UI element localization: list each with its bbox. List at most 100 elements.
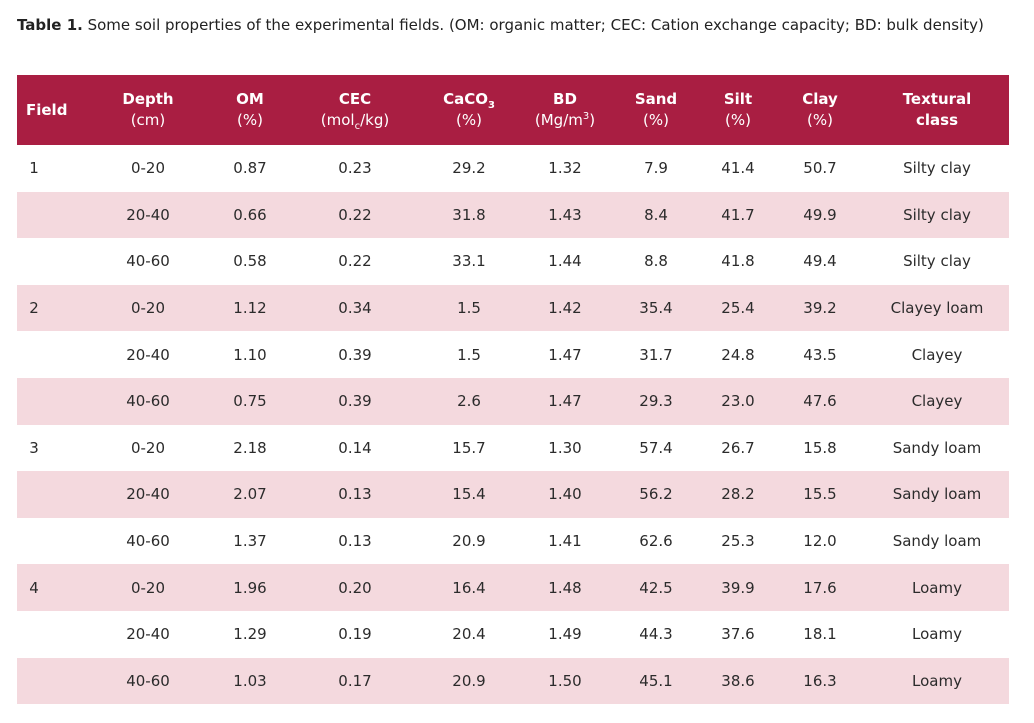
cell-cec: 0.39 bbox=[338, 392, 372, 411]
cell-bd: 1.40 bbox=[548, 485, 582, 504]
cell-cec: 0.34 bbox=[338, 299, 372, 318]
cell-depth: 40-60 bbox=[126, 252, 170, 271]
cell-clay: 47.6 bbox=[803, 392, 837, 411]
cell-clay: 15.8 bbox=[803, 438, 837, 457]
cell-depth: 0-20 bbox=[130, 578, 166, 597]
cell-om: 0.58 bbox=[233, 252, 267, 271]
cell-depth: 20-40 bbox=[126, 205, 170, 224]
header-textural-class: Textural class bbox=[902, 90, 972, 129]
cell-field: 3 bbox=[29, 438, 39, 457]
table-row: 40-60 0.75 0.39 2.6 1.47 29.3 23.0 47.6 … bbox=[17, 377, 1009, 425]
cell-depth: 20-40 bbox=[126, 625, 170, 644]
cell-clay: 50.7 bbox=[803, 159, 837, 178]
cell-sand: 31.7 bbox=[639, 345, 673, 364]
cell-sand: 29.3 bbox=[639, 392, 673, 411]
cell-caco3: 1.5 bbox=[457, 345, 481, 364]
caption-label: Table 1. bbox=[17, 16, 83, 34]
cell-caco3: 20.4 bbox=[452, 625, 486, 644]
header-sand: Sand (%) bbox=[634, 90, 678, 129]
cell-caco3: 2.6 bbox=[457, 392, 481, 411]
header-depth: Depth (cm) bbox=[122, 90, 174, 129]
cell-depth: 40-60 bbox=[126, 671, 170, 690]
cell-field bbox=[17, 658, 87, 705]
cell-depth: 40-60 bbox=[126, 532, 170, 551]
cell-cec: 0.13 bbox=[338, 485, 372, 504]
cell-cec: 0.22 bbox=[338, 252, 372, 271]
cell-field bbox=[17, 518, 87, 565]
table-row: 1 0-20 0.87 0.23 29.2 1.32 7.9 41.4 50.7… bbox=[17, 145, 1009, 192]
cell-depth: 20-40 bbox=[126, 485, 170, 504]
cell-silt: 37.6 bbox=[721, 625, 755, 644]
cell-bd: 1.50 bbox=[548, 671, 582, 690]
cell-field bbox=[17, 238, 87, 285]
cell-om: 1.96 bbox=[233, 578, 267, 597]
cell-sand: 62.6 bbox=[639, 532, 673, 551]
cell-om: 2.18 bbox=[233, 438, 267, 457]
table-row: 40-60 0.58 0.22 33.1 1.44 8.8 41.8 49.4 … bbox=[17, 238, 1009, 285]
header-field: Field bbox=[26, 100, 68, 119]
cell-om: 1.29 bbox=[233, 625, 267, 644]
cell-caco3: 31.8 bbox=[452, 205, 486, 224]
cell-clay: 16.3 bbox=[803, 671, 837, 690]
cell-om: 0.75 bbox=[233, 392, 267, 411]
cell-depth: 40-60 bbox=[126, 392, 170, 411]
table-row: 20-40 1.10 0.39 1.5 1.47 31.7 24.8 43.5 … bbox=[17, 331, 1009, 378]
cell-clay: 49.9 bbox=[803, 205, 837, 224]
cell-bd: 1.49 bbox=[548, 625, 582, 644]
cell-clay: 39.2 bbox=[803, 299, 837, 318]
cell-texture: Loamy bbox=[912, 625, 962, 644]
cell-om: 1.12 bbox=[233, 299, 267, 318]
table-row: 20-40 0.66 0.22 31.8 1.43 8.4 41.7 49.9 … bbox=[17, 191, 1009, 239]
cell-field bbox=[17, 331, 87, 378]
table-caption: Table 1. Some soil properties of the exp… bbox=[17, 15, 984, 35]
cell-depth: 0-20 bbox=[130, 159, 166, 178]
cell-om: 0.66 bbox=[233, 205, 267, 224]
caption-text: Some soil properties of the experimental… bbox=[82, 16, 984, 34]
cell-field: 1 bbox=[29, 159, 39, 178]
cell-clay: 49.4 bbox=[803, 252, 837, 271]
cell-silt: 24.8 bbox=[721, 345, 755, 364]
cell-om: 0.87 bbox=[233, 159, 267, 178]
cell-silt: 41.8 bbox=[721, 252, 755, 271]
cell-silt: 38.6 bbox=[721, 671, 755, 690]
cell-texture: Silty clay bbox=[903, 252, 971, 271]
table-row: 20-40 2.07 0.13 15.4 1.40 56.2 28.2 15.5… bbox=[17, 471, 1009, 518]
header-cec: CEC (molc/kg) bbox=[320, 90, 390, 132]
cell-field bbox=[17, 378, 87, 425]
cell-cec: 0.13 bbox=[338, 532, 372, 551]
cell-om: 1.37 bbox=[233, 532, 267, 551]
header-caco3: CaCO3 (%) bbox=[443, 90, 495, 129]
cell-texture: Silty clay bbox=[903, 205, 971, 224]
table-row: 40-60 1.03 0.17 20.9 1.50 45.1 38.6 16.3… bbox=[17, 657, 1009, 705]
cell-om: 1.10 bbox=[233, 345, 267, 364]
cell-bd: 1.41 bbox=[548, 532, 582, 551]
cell-texture: Clayey bbox=[911, 345, 963, 364]
cell-texture: Sandy loam bbox=[892, 438, 982, 457]
cell-om: 1.03 bbox=[233, 671, 267, 690]
table-row: 3 0-20 2.18 0.14 15.7 1.30 57.4 26.7 15.… bbox=[17, 425, 1009, 472]
cell-field bbox=[17, 611, 87, 658]
cell-field bbox=[17, 192, 87, 239]
cell-clay: 43.5 bbox=[803, 345, 837, 364]
table-header-row: Field Depth (cm) OM (%) CEC (molc/kg) CaCO3… bbox=[17, 75, 1009, 145]
cell-caco3: 1.5 bbox=[457, 299, 481, 318]
table-row: 2 0-20 1.12 0.34 1.5 1.42 35.4 25.4 39.2… bbox=[17, 284, 1009, 332]
cell-caco3: 29.2 bbox=[452, 159, 486, 178]
header-om: OM (%) bbox=[236, 90, 264, 129]
cell-texture: Clayey loam bbox=[890, 299, 984, 318]
cell-caco3: 20.9 bbox=[452, 671, 486, 690]
cell-sand: 57.4 bbox=[639, 438, 673, 457]
cell-bd: 1.44 bbox=[548, 252, 582, 271]
header-clay: Clay (%) bbox=[802, 90, 838, 129]
table-row: 40-60 1.37 0.13 20.9 1.41 62.6 25.3 12.0… bbox=[17, 518, 1009, 565]
cell-texture: Clayey bbox=[911, 392, 963, 411]
cell-caco3: 16.4 bbox=[452, 578, 486, 597]
cell-om: 2.07 bbox=[233, 485, 267, 504]
cell-caco3: 15.4 bbox=[452, 485, 486, 504]
header-bd: BD (Mg/m3) bbox=[534, 90, 596, 129]
header-silt: Silt (%) bbox=[723, 90, 753, 129]
cell-depth: 0-20 bbox=[130, 438, 166, 457]
cell-caco3: 20.9 bbox=[452, 532, 486, 551]
cell-clay: 17.6 bbox=[803, 578, 837, 597]
cell-depth: 20-40 bbox=[126, 345, 170, 364]
